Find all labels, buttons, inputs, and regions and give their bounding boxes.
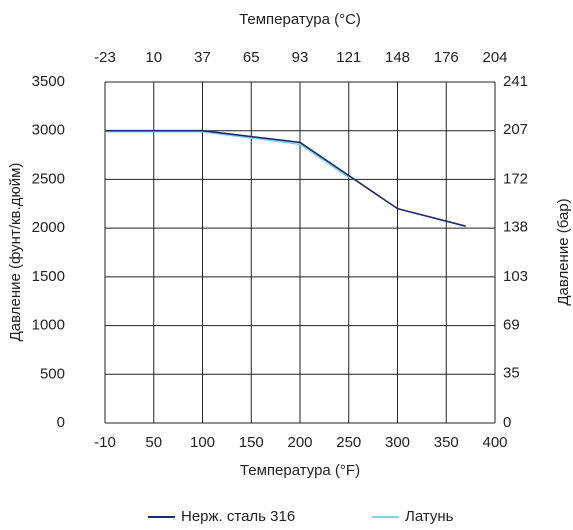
y2-tick-label: 207 [503,121,528,138]
series-line [105,130,350,179]
x-tick-label: 50 [145,434,162,451]
y-tick-label: 3000 [32,122,65,139]
x2-tick-label: 204 [482,49,507,66]
y-tick-label: 1000 [32,317,65,334]
top-axis-title: Температура (°C) [239,11,361,28]
legend-label: Нерж. сталь 316 [181,508,295,525]
y-tick-label: 2000 [32,219,65,236]
y2-tick-label: 241 [503,73,528,90]
x2-tick-label: 37 [194,49,211,66]
x-tick-label: 400 [482,434,507,451]
x2-tick-label: 10 [145,49,162,66]
x-axis-title: Температура (°F) [240,462,360,479]
y2-tick-label: 69 [503,316,520,333]
x2-tick-label: 176 [434,49,459,66]
y2-tick-label: 35 [503,364,520,381]
y-tick-label: 1500 [32,268,65,285]
y2-tick-label: 138 [503,219,528,236]
y2-tick-label: 0 [503,414,511,431]
y-tick-label: 3500 [32,73,65,90]
x-tick-label: 350 [434,434,459,451]
x2-tick-label: -23 [94,49,116,66]
legend-label: Латунь [405,508,454,525]
y2-tick-label: 103 [503,268,528,285]
y-tick-label: 2500 [32,170,65,187]
y2-tick-label: 172 [503,171,528,188]
series-line [105,129,466,227]
y-tick-label: 500 [40,365,65,382]
x-tick-label: 300 [385,434,410,451]
x-tick-label: 250 [336,434,361,451]
x-tick-label: 200 [287,434,312,451]
x2-tick-label: 148 [385,49,410,66]
x-tick-label: 150 [239,434,264,451]
x2-tick-label: 65 [243,49,260,66]
y-axis-title: Давление (фунт/кв.дюйм) [7,163,24,342]
x2-tick-label: 121 [336,49,361,66]
x2-tick-label: 93 [292,49,309,66]
y2-axis-title: Давление (бар) [555,198,572,305]
x-tick-label: 100 [190,434,215,451]
x-tick-label: -10 [94,434,116,451]
y-tick-label: 0 [57,414,65,431]
